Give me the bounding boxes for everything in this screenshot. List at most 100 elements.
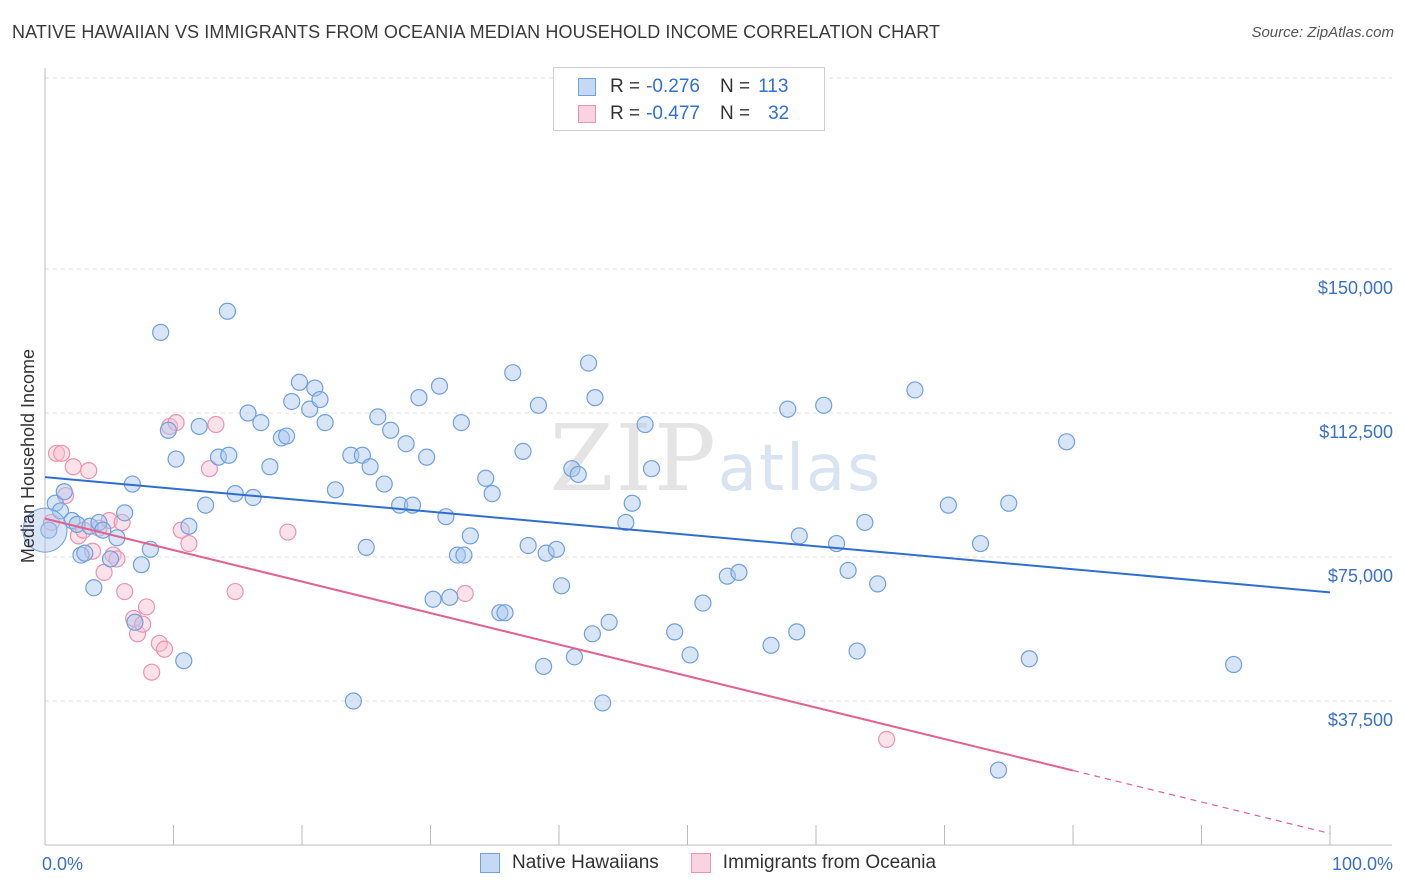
data-point (430, 377, 449, 395)
data-point (456, 584, 474, 603)
data-point (172, 521, 190, 539)
legend-n-value: 32 (768, 103, 790, 124)
data-point (252, 414, 270, 432)
y-tick-label: $75,000 (1328, 566, 1393, 586)
trend-lines (44, 476, 1331, 835)
data-point (441, 588, 459, 606)
data-point (437, 508, 455, 526)
data-point (261, 458, 279, 476)
y-tick-labels: $37,500 $75,000 $112,500 $150,000 (1318, 278, 1393, 730)
data-point (94, 521, 112, 539)
data-point (547, 540, 566, 558)
data-point (815, 396, 833, 414)
data-point (565, 648, 584, 666)
data-point (51, 502, 70, 520)
x-tick-label-min: 0.0% (42, 854, 83, 874)
legend-swatch-blue (578, 78, 596, 96)
data-point (594, 694, 612, 712)
data-point (418, 448, 436, 466)
data-point (579, 354, 598, 372)
data-point (730, 563, 748, 581)
data-point (1000, 494, 1018, 512)
watermark-atlas: atlas (718, 432, 883, 506)
data-point (277, 427, 296, 445)
data-point (101, 550, 120, 568)
data-point (869, 575, 887, 593)
series-legend: Native Hawaiians Immigrants from Oceania (480, 852, 968, 874)
y-axis-title: Median Household Income (18, 349, 38, 563)
data-point (623, 494, 641, 512)
data-point (209, 448, 228, 466)
data-point (790, 527, 808, 545)
data-point (155, 640, 174, 658)
data-point (583, 625, 602, 643)
data-point (519, 536, 537, 555)
data-point (779, 400, 797, 418)
data-point (326, 481, 345, 499)
data-point (586, 389, 604, 407)
data-point (80, 462, 98, 480)
data-point (64, 458, 82, 476)
data-point (226, 582, 244, 601)
data-point (375, 475, 393, 493)
data-point (939, 496, 957, 514)
data-point (788, 623, 806, 641)
data-point (344, 692, 362, 710)
data-point (143, 663, 161, 681)
legend-r-label: R = (610, 76, 641, 97)
data-point (504, 364, 522, 382)
data-point (762, 636, 780, 654)
data-point (361, 458, 379, 476)
data-point (239, 404, 257, 422)
data-point (53, 444, 71, 462)
data-point-large (22, 507, 68, 553)
data-point (534, 657, 553, 676)
series-native-hawaiians (22, 302, 1243, 779)
legend-row-native-hawaiians: R = -0.276 N = 113 (578, 74, 788, 100)
axes (44, 68, 1392, 846)
data-point (514, 442, 532, 460)
data-point (180, 534, 198, 553)
data-point (47, 444, 66, 462)
data-point (113, 513, 131, 532)
data-point (455, 546, 473, 564)
data-point (477, 469, 495, 487)
data-point (159, 421, 177, 439)
x-tick-label-max: 100.0% (1332, 854, 1393, 874)
data-point (839, 561, 857, 580)
data-point (989, 761, 1008, 779)
legend-label-immigrants-from-oceania: Immigrants from Oceania (722, 852, 937, 873)
watermark-zip: ZIP (550, 405, 718, 512)
legend-n-label: N = (719, 103, 751, 124)
data-point (681, 646, 699, 664)
gridlines (45, 77, 1392, 702)
data-point (491, 604, 509, 622)
data-point (483, 485, 501, 503)
data-point (424, 590, 442, 608)
legend-item-native-hawaiians[interactable]: Native Hawaiians (480, 852, 659, 874)
data-point (116, 582, 134, 601)
trend-line-immigrants-from-oceania-extrapolated (1072, 769, 1331, 835)
legend-r-value: -0.477 (646, 103, 700, 124)
data-point (316, 414, 334, 432)
data-point (878, 730, 896, 749)
legend-row-immigrants-from-oceania: R = -0.477 N = 32 (578, 101, 789, 127)
data-point (116, 504, 134, 522)
watermark: ZIPatlas (550, 405, 883, 512)
data-point (85, 579, 103, 597)
data-point (290, 373, 309, 391)
x-tick-labels: 0.0% 100.0% (42, 854, 1393, 874)
legend-item-immigrants-from-oceania[interactable]: Immigrants from Oceania (690, 852, 937, 874)
data-point (410, 389, 428, 407)
y-tick-label: $37,500 (1328, 710, 1393, 730)
data-point (108, 550, 126, 568)
legend-swatch-blue (480, 853, 500, 873)
data-point (382, 421, 400, 439)
data-point (600, 613, 618, 631)
data-point (311, 390, 329, 409)
data-point (496, 604, 514, 622)
data-point (448, 546, 467, 564)
data-point (76, 544, 94, 562)
legend-label-native-hawaiians: Native Hawaiians (512, 852, 659, 873)
